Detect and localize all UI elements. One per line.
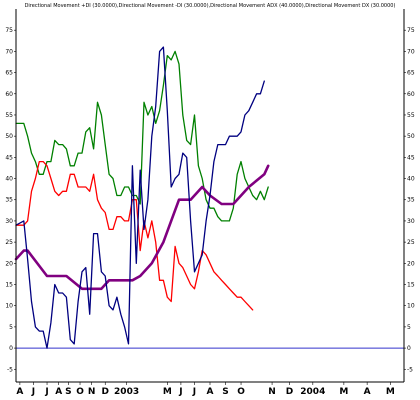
- x-tick-label: A: [16, 387, 23, 397]
- y-tick-label-right: 15: [407, 282, 415, 289]
- y-tick-label-left: 25: [5, 239, 13, 246]
- chart-title: Directional Movement +DI (30.0000),Direc…: [25, 3, 396, 9]
- y-tick-label-right: 25: [407, 239, 415, 246]
- y-tick-label-left: 50: [5, 133, 13, 140]
- y-tick-label-right: 70: [407, 48, 415, 55]
- y-tick-label-right: 30: [407, 218, 415, 225]
- y-tick-label-left: 10: [5, 303, 13, 310]
- x-tick-label: D: [101, 387, 108, 397]
- y-tick-label-right: 65: [407, 70, 415, 77]
- y-tick-label-left: 55: [5, 112, 13, 119]
- series-line-4: [15, 46, 265, 349]
- y-tick-label-right: 20: [407, 260, 415, 267]
- x-tick-label: M: [163, 387, 172, 397]
- y-tick-label-right: 5: [407, 324, 411, 331]
- y-tick-label-right: 60: [407, 91, 415, 98]
- series-line-3: [14, 164, 270, 291]
- y-tick-label-left: 40: [5, 176, 13, 183]
- y-tick-label-left: 35: [5, 197, 13, 204]
- y-tick-label-right: 40: [407, 176, 415, 183]
- plot-area: [14, 46, 404, 349]
- y-tick-label-right: 45: [407, 154, 415, 161]
- y-tick-label-left: 0: [9, 345, 13, 352]
- y-tick-label-left: 20: [5, 260, 13, 267]
- x-tick-label: J: [31, 387, 35, 397]
- y-tick-label-left: 70: [5, 48, 13, 55]
- y-tick-label-left: 5: [9, 324, 13, 331]
- x-tick-label: J: [192, 387, 196, 397]
- x-tick-label: O: [237, 387, 245, 397]
- series-line-1: [15, 50, 269, 222]
- y-tick-label-right: 0: [407, 345, 411, 352]
- y-tick-label-right: 50: [407, 133, 415, 140]
- x-axis: A J J A S O N D 2003 M J J A S O N D 2004 M A M: [16, 381, 404, 397]
- y-tick-label-left: 30: [5, 218, 13, 225]
- x-tick-label: S: [65, 387, 71, 397]
- y-tick-label-right: 10: [407, 303, 415, 310]
- right-axis: -5 0 5 10 15 20 25 30 35 40 45 50 55 60 65 70 75: [403, 9, 415, 382]
- y-tick-label-left: 75: [5, 27, 13, 34]
- y-tick-label-left: 60: [5, 91, 13, 98]
- x-tick-label: A: [55, 387, 62, 397]
- y-tick-label-left: 45: [5, 154, 13, 161]
- x-tick-label: A: [364, 387, 371, 397]
- x-tick-label: M: [386, 387, 395, 397]
- x-tick-label: A: [207, 387, 214, 397]
- y-tick-label-left: -5: [7, 366, 13, 373]
- x-tick-label: J: [44, 387, 48, 397]
- y-tick-label-left: 15: [5, 282, 13, 289]
- x-tick-label: 2003: [114, 387, 139, 397]
- y-tick-label-right: 75: [407, 27, 415, 34]
- x-tick-label: N: [268, 387, 276, 397]
- y-tick-label-right: -5: [407, 366, 413, 373]
- x-tick-label: D: [286, 387, 293, 397]
- y-tick-label-left: 65: [5, 70, 13, 77]
- left-axis: -5 0 5 10 15 20 25 30 35 40 45 50 55 60 65 70 75: [5, 9, 17, 382]
- x-tick-label: M: [339, 387, 348, 397]
- series-line-2: [15, 160, 254, 311]
- x-tick-label: J: [178, 387, 182, 397]
- y-tick-label-right: 55: [407, 112, 415, 119]
- x-tick-label: S: [222, 387, 228, 397]
- x-tick-label: 2004: [300, 387, 325, 397]
- y-tick-label-right: 35: [407, 197, 415, 204]
- x-tick-label: N: [88, 387, 96, 397]
- x-tick-label: O: [76, 387, 84, 397]
